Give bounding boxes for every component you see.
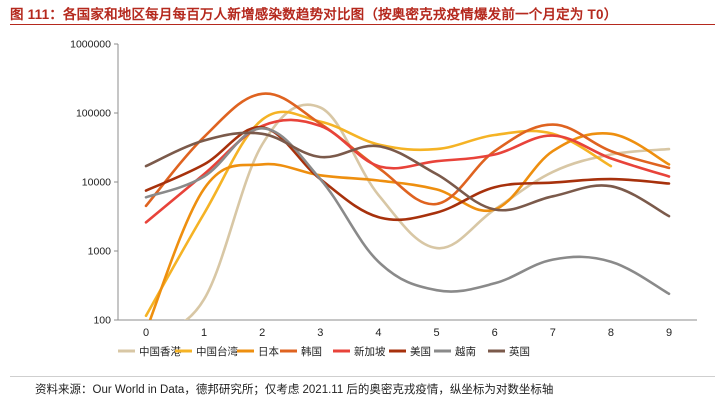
source-note: 资料来源：Our World in Data，德邦研究所；仅考虑 2021.11… [35,384,554,396]
legend-label-5: 美国 [410,345,431,358]
series-line-5 [144,125,671,222]
legend-label-2: 日本 [258,345,279,358]
x-tick-label: 3 [317,327,323,339]
legend-label-6: 越南 [455,345,476,358]
figure-title: 图 111：各国家和地区每月每百万人新增感染数趋势对比图（按奥密克戎疫情爆发前一… [10,7,618,22]
y-tick-label: 100 [93,315,111,327]
series-line-3 [144,92,671,208]
x-tick-label: 4 [375,327,381,339]
x-tick-label: 7 [550,327,556,339]
series-line-1 [144,110,613,318]
y-axis: 100 1000 10000 100000 1000000 [70,39,119,327]
y-tick-label: 10000 [82,177,111,189]
x-tick-label: 2 [259,327,265,339]
legend: 中国香港 中国台湾 日本 韩国 新加坡 美国 越南 英国 [118,345,530,358]
y-tick-label: 1000 [88,246,112,258]
x-tick-label: 9 [666,327,672,339]
series-line-2 [148,131,671,320]
x-tick-label: 8 [608,327,614,339]
source-rule [10,376,715,377]
x-axis: 0 1 2 3 4 5 6 7 8 9 [118,319,697,339]
legend-label-0: 中国香港 [139,345,181,358]
legend-label-4: 新加坡 [354,345,386,358]
x-tick-label: 1 [201,327,207,339]
y-tick-label: 1000000 [70,39,111,51]
legend-label-7: 英国 [509,345,530,358]
x-tick-label: 6 [492,327,498,339]
title-rule [10,24,715,25]
series-line-7 [144,131,671,218]
x-tick-label: 0 [143,327,149,339]
series-line-6 [144,126,671,296]
legend-label-3: 韩国 [301,345,322,358]
chart: 100 1000 10000 100000 1000000 0 1 2 3 4 5 6 7 8 9 中国香… [70,39,697,358]
series-lines [144,92,671,320]
legend-label-1: 中国台湾 [196,345,238,358]
y-tick-label: 100000 [76,108,111,120]
series-line-0 [184,103,671,320]
x-tick-label: 5 [433,327,439,339]
